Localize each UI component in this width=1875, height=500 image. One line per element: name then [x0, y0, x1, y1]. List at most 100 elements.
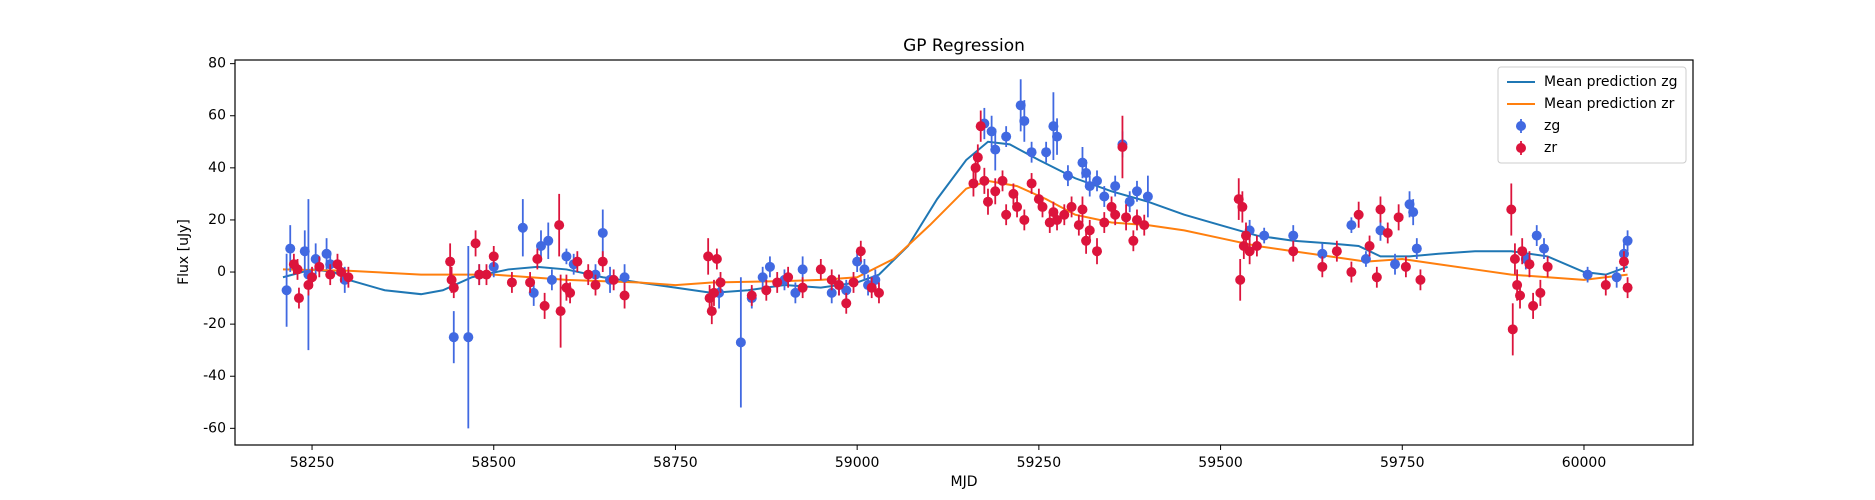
data-point [1235, 274, 1246, 285]
x-tick-label: 60000 [1562, 455, 1607, 471]
data-point [1317, 248, 1328, 259]
data-point [1582, 269, 1593, 280]
data-point [1033, 194, 1044, 205]
data-point [1531, 230, 1542, 241]
data-point [310, 254, 321, 265]
data-point [1251, 240, 1262, 251]
data-point [474, 269, 485, 280]
data-point [703, 251, 714, 262]
y-tick-label: -20 [203, 316, 226, 332]
data-point [1393, 212, 1404, 223]
x-tick-label: 59000 [835, 455, 880, 471]
data-point [1528, 300, 1539, 311]
data-point [336, 267, 347, 278]
data-point [997, 175, 1008, 186]
data-point [293, 293, 304, 304]
data-point [982, 196, 993, 207]
data-point [535, 240, 546, 251]
data-point [1539, 243, 1550, 254]
data-point [597, 256, 608, 267]
data-point [826, 274, 837, 285]
data-point [1400, 261, 1411, 272]
data-point [1019, 214, 1030, 225]
data-point [1375, 204, 1386, 215]
data-point [565, 287, 576, 298]
data-point [554, 220, 565, 231]
legend-label: Mean prediction zg [1544, 74, 1678, 90]
data-point [343, 272, 354, 283]
data-point [281, 285, 292, 296]
data-point [873, 287, 884, 298]
data-point [546, 274, 557, 285]
data-point [815, 264, 826, 275]
data-point [1059, 209, 1070, 220]
data-point [583, 269, 594, 280]
data-point [1288, 230, 1299, 241]
data-point [1233, 194, 1244, 205]
data-point [1618, 256, 1629, 267]
y-axis-label: Flux [uJy] [176, 219, 192, 285]
data-point [1110, 209, 1121, 220]
data-point [735, 337, 746, 348]
mean-line [282, 179, 1628, 287]
data-point [1081, 235, 1092, 246]
data-point [561, 251, 572, 262]
data-point [1037, 201, 1048, 212]
x-tick-label: 59500 [1198, 455, 1243, 471]
data-point [1099, 191, 1110, 202]
data-point [990, 186, 1001, 197]
data-point [555, 306, 566, 317]
data-point [797, 282, 808, 293]
x-axis-label: MJD [951, 474, 978, 490]
data-point [299, 246, 310, 257]
data-point [608, 274, 619, 285]
data-point [757, 272, 768, 283]
data-point [870, 274, 881, 285]
data-point [463, 332, 474, 343]
data-point [1411, 243, 1422, 254]
data-point [746, 290, 757, 301]
data-point [470, 238, 481, 249]
data-point [1288, 246, 1299, 257]
y-tick-label: 20 [208, 212, 226, 228]
data-point [1026, 147, 1037, 158]
data-point [1390, 259, 1401, 270]
data-point [1092, 246, 1103, 257]
data-point [1509, 254, 1520, 265]
data-point [761, 285, 772, 296]
data-point [307, 272, 318, 283]
data-point [841, 285, 852, 296]
data-point [1099, 217, 1110, 228]
data-point [292, 264, 303, 275]
data-point [986, 126, 997, 137]
data-point [1048, 121, 1059, 132]
chart-title: GP Regression [903, 36, 1025, 56]
data-point [1517, 246, 1528, 257]
data-point [1066, 201, 1077, 212]
data-point [783, 272, 794, 283]
data-point [1360, 254, 1371, 265]
data-point [1008, 188, 1019, 199]
data-point [841, 298, 852, 309]
data-point [1371, 272, 1382, 283]
legend-label: zr [1544, 140, 1557, 156]
y-tick-label: 80 [208, 56, 226, 72]
x-tick-label: 58250 [290, 455, 335, 471]
data-point [445, 256, 456, 267]
data-point [1041, 147, 1052, 158]
data-point [1408, 207, 1419, 218]
y-tick-label: -60 [203, 420, 226, 436]
data-point [1346, 220, 1357, 231]
data-point [590, 280, 601, 291]
data-point [1128, 235, 1139, 246]
data-point [1259, 230, 1270, 241]
data-point [772, 277, 783, 288]
data-point [866, 282, 877, 293]
x-tick-label: 59750 [1380, 455, 1425, 471]
data-point [1542, 261, 1553, 272]
data-point [848, 277, 859, 288]
data-point [528, 287, 539, 298]
data-point [321, 248, 332, 259]
data-point [1131, 214, 1142, 225]
data-point [1237, 201, 1248, 212]
